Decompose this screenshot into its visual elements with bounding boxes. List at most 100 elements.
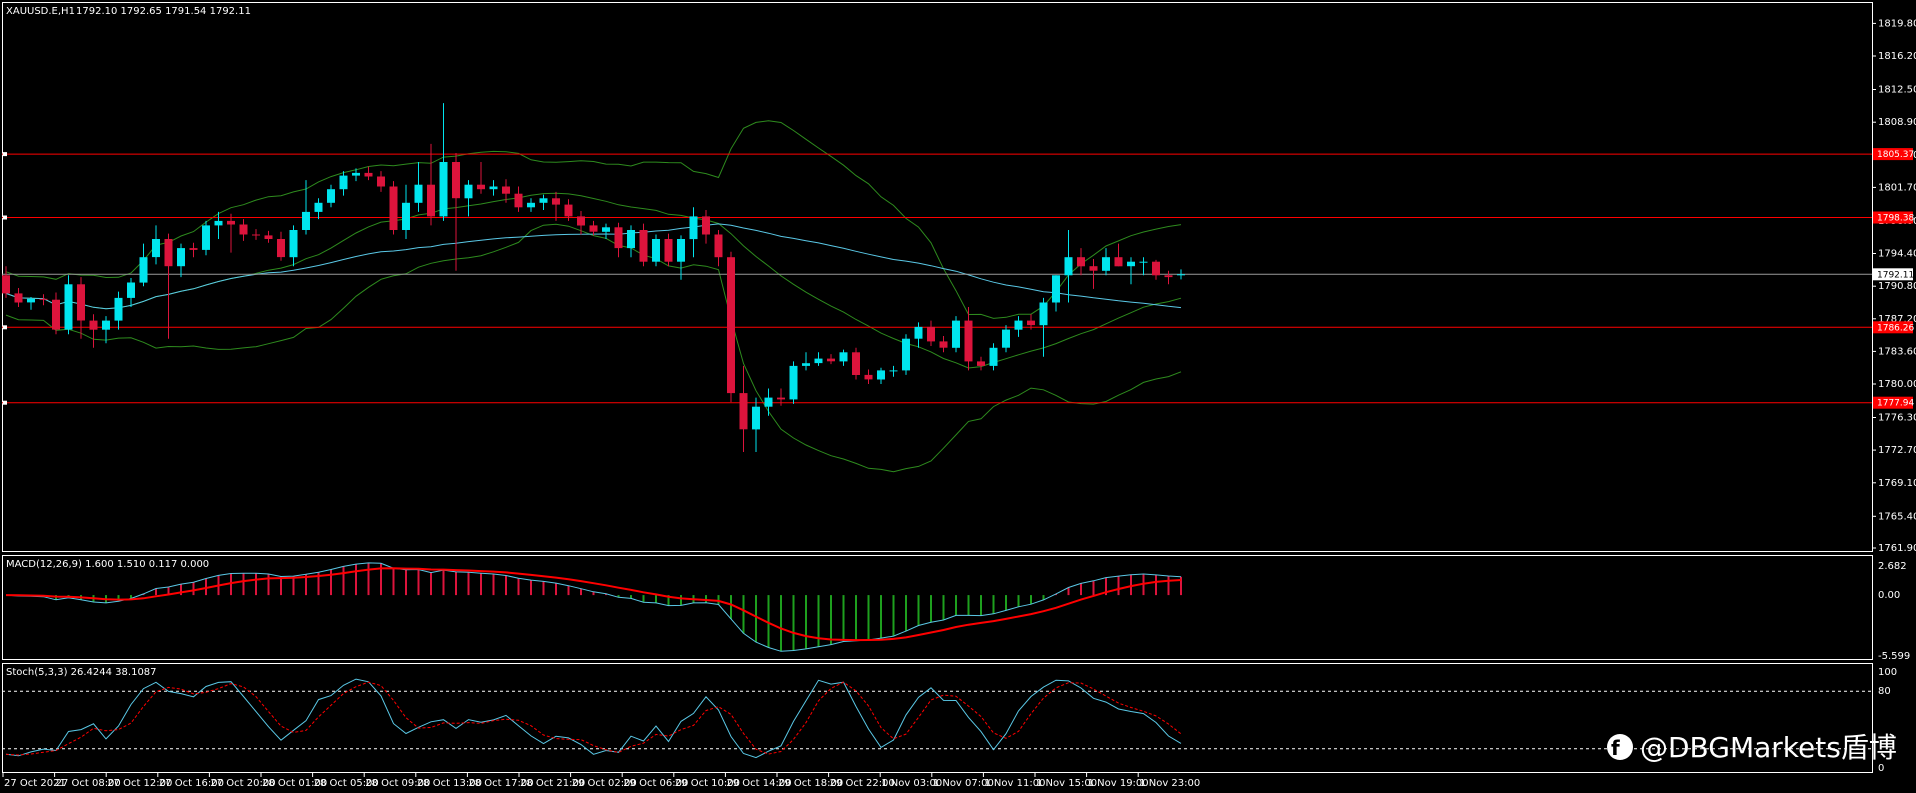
candle[interactable] <box>639 223 648 267</box>
candle[interactable] <box>1064 230 1073 303</box>
candle[interactable] <box>739 365 748 452</box>
candle[interactable] <box>202 220 210 256</box>
candle[interactable] <box>227 213 235 253</box>
candle[interactable] <box>52 292 60 335</box>
candle[interactable] <box>589 220 598 236</box>
candle[interactable] <box>64 275 73 335</box>
candle[interactable] <box>1139 257 1148 276</box>
candle[interactable] <box>902 334 910 375</box>
candle[interactable] <box>889 365 898 377</box>
candle[interactable] <box>864 369 873 385</box>
candle[interactable] <box>977 356 985 371</box>
candle[interactable] <box>1002 325 1010 353</box>
candle[interactable] <box>27 297 35 310</box>
candle[interactable] <box>1014 316 1023 337</box>
candle[interactable] <box>77 277 85 339</box>
candle[interactable] <box>2 266 10 298</box>
candle[interactable] <box>164 233 173 339</box>
candle[interactable] <box>652 234 660 267</box>
candlesticks[interactable] <box>2 103 1185 452</box>
candle[interactable] <box>527 198 535 212</box>
candle[interactable] <box>714 230 723 267</box>
candle[interactable] <box>289 225 298 267</box>
candle[interactable] <box>814 352 823 366</box>
candle[interactable] <box>1077 248 1085 276</box>
candle[interactable] <box>352 168 360 182</box>
candle[interactable] <box>189 242 198 258</box>
candle[interactable] <box>839 349 848 366</box>
candle[interactable] <box>564 199 573 221</box>
horizontal-levels[interactable] <box>2 152 1872 405</box>
candle[interactable] <box>914 322 923 348</box>
candle[interactable] <box>677 235 685 280</box>
candle[interactable] <box>127 278 135 307</box>
horizontal-level-handle[interactable] <box>3 325 7 330</box>
candle[interactable] <box>1052 275 1060 312</box>
candle[interactable] <box>377 171 385 192</box>
candle[interactable] <box>1102 248 1110 276</box>
candle[interactable] <box>789 361 798 404</box>
candle[interactable] <box>1164 270 1173 285</box>
candle[interactable] <box>852 347 860 380</box>
candle[interactable] <box>1089 259 1098 289</box>
candle[interactable] <box>114 291 123 330</box>
candle[interactable] <box>602 223 610 239</box>
candle[interactable] <box>614 222 623 258</box>
candle[interactable] <box>1039 297 1048 357</box>
candle[interactable] <box>939 336 948 353</box>
candle[interactable] <box>389 181 398 235</box>
candle[interactable] <box>327 184 335 208</box>
candle[interactable] <box>339 171 348 196</box>
candle[interactable] <box>627 225 635 258</box>
candle[interactable] <box>877 367 885 384</box>
candle[interactable] <box>752 397 760 452</box>
candle[interactable] <box>177 243 185 278</box>
candle[interactable] <box>39 294 48 306</box>
candle[interactable] <box>452 153 460 271</box>
candle[interactable] <box>439 103 448 221</box>
candle[interactable] <box>802 352 810 371</box>
candle[interactable] <box>364 166 373 181</box>
candle[interactable] <box>277 231 285 261</box>
candle[interactable] <box>414 162 423 212</box>
horizontal-level-handle[interactable] <box>3 215 7 220</box>
candle[interactable] <box>764 388 773 416</box>
candle[interactable] <box>102 316 110 344</box>
candle[interactable] <box>314 198 323 220</box>
candle[interactable] <box>502 179 510 203</box>
candle[interactable] <box>152 225 160 265</box>
candle[interactable] <box>1114 243 1123 267</box>
candle[interactable] <box>552 191 560 221</box>
candle[interactable] <box>577 211 585 235</box>
candle[interactable] <box>827 354 835 365</box>
candle[interactable] <box>214 211 223 239</box>
candle[interactable] <box>477 162 485 194</box>
candle[interactable] <box>1127 257 1135 285</box>
horizontal-level-handle[interactable] <box>3 400 7 405</box>
candle[interactable] <box>777 388 785 406</box>
candle[interactable] <box>539 194 548 210</box>
candle[interactable] <box>302 180 310 235</box>
candle[interactable] <box>664 233 673 267</box>
candle[interactable] <box>14 288 23 307</box>
candle[interactable] <box>464 180 473 217</box>
candle[interactable] <box>252 229 260 240</box>
candle[interactable] <box>139 243 148 287</box>
candle[interactable] <box>264 230 273 243</box>
candle[interactable] <box>1177 269 1185 280</box>
candle[interactable] <box>1152 259 1160 280</box>
candle[interactable] <box>402 184 410 239</box>
candle[interactable] <box>89 314 98 348</box>
candle[interactable] <box>927 320 935 346</box>
candle[interactable] <box>427 143 435 226</box>
candle[interactable] <box>702 210 710 244</box>
candle[interactable] <box>514 186 523 212</box>
candle[interactable] <box>689 207 698 258</box>
candle[interactable] <box>952 316 960 353</box>
candle[interactable] <box>964 307 973 371</box>
candle[interactable] <box>489 180 498 196</box>
candle[interactable] <box>1027 314 1035 330</box>
candle[interactable] <box>727 251 735 403</box>
candle[interactable] <box>989 343 998 371</box>
horizontal-level-handle[interactable] <box>3 152 7 157</box>
